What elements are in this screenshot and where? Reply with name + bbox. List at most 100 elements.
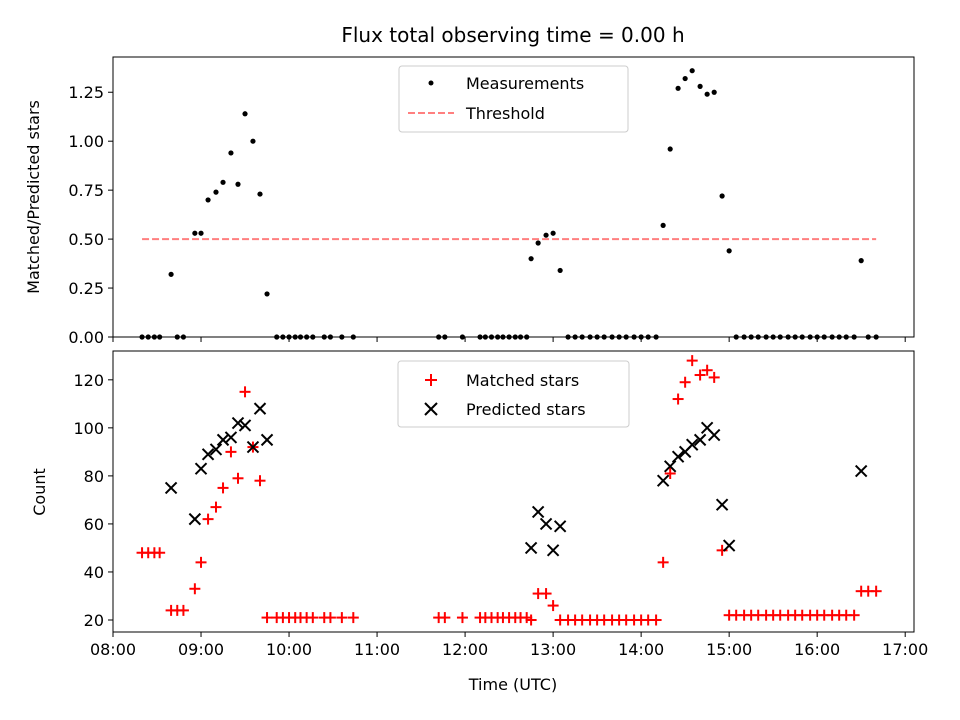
bottom-x-ticks: 08:00 09:00 10:00 11:00 12:00 13:00 14:00 15:00… — [90, 632, 928, 659]
matched-stars-point — [664, 467, 676, 479]
bottom-y-tick-label: 40 — [84, 563, 104, 582]
predicted-stars-point — [553, 520, 567, 533]
legend-marker-measurements — [428, 80, 434, 86]
measurements-point — [235, 181, 241, 187]
bottom-y-tick-label: 100 — [73, 419, 104, 438]
matched-stars-point — [650, 614, 662, 626]
predicted-stars-point — [693, 433, 707, 447]
bottom-x-tick-label: 09:00 — [178, 640, 224, 659]
predicted-stars-point — [685, 438, 699, 451]
predicted-stars-point — [246, 440, 260, 454]
bottom-panel: 08:00 09:00 10:00 11:00 12:00 13:00 14:00 15:00… — [30, 350, 928, 694]
legend-label-matched-stars: Matched stars — [466, 371, 579, 390]
measurements-point — [557, 267, 563, 274]
matched-stars-point — [456, 612, 468, 624]
measurements-point — [528, 256, 534, 262]
bottom-x-tick-label: 14:00 — [618, 640, 664, 659]
legend-marker-matched-stars — [425, 374, 437, 386]
legend-label-measurements: Measurements — [466, 74, 584, 93]
bottom-plot-area — [136, 355, 882, 626]
matched-stars-point — [694, 369, 706, 381]
measurements-point — [550, 230, 556, 236]
top-y-tick-label: 1.25 — [68, 83, 104, 102]
matched-stars-point — [189, 583, 201, 595]
measurements-point — [858, 258, 864, 264]
bottom-x-axis-label: Time (UTC) — [468, 675, 557, 694]
matched-stars-point — [210, 501, 222, 513]
predicted-stars-point — [539, 517, 553, 531]
bottom-x-tick-label: 15:00 — [706, 640, 752, 659]
bottom-y-tick-label: 60 — [84, 515, 104, 534]
matched-stars-point — [239, 386, 251, 398]
legend-marker-predicted-stars — [424, 402, 438, 416]
matched-stars-point — [547, 600, 559, 612]
measurements-point — [250, 138, 256, 144]
predicted-stars-point — [715, 498, 729, 511]
bottom-legend: Matched stars Predicted stars — [397, 360, 630, 428]
measurements-point — [726, 248, 732, 254]
bottom-x-tick-label: 13:00 — [530, 640, 576, 659]
top-legend: Measurements Threshold — [398, 65, 629, 133]
top-axes-frame — [112, 56, 915, 338]
predicted-stars-point — [231, 416, 245, 430]
bottom-y-tick-label: 20 — [84, 611, 104, 630]
measurements-point — [675, 85, 681, 91]
measurements-point — [689, 68, 695, 74]
matched-stars-point — [154, 547, 166, 559]
bottom-x-tick-label: 16:00 — [794, 640, 840, 659]
measurements-point — [543, 232, 549, 238]
bottom-legend-box — [397, 360, 630, 428]
measurements-point — [198, 230, 204, 236]
matched-stars-point — [324, 612, 336, 624]
matched-stars-point — [679, 376, 691, 388]
matched-stars-point — [336, 612, 348, 624]
predicted-stars-point — [209, 443, 223, 456]
matched-stars-point — [177, 604, 189, 616]
predicted-stars-point — [707, 428, 721, 442]
matched-stars-point — [307, 612, 319, 624]
predicted-stars-point — [164, 481, 178, 495]
predicted-stars-point — [260, 433, 274, 447]
matched-stars-point — [657, 556, 669, 568]
bottom-y-tick-label: 120 — [73, 371, 104, 390]
bottom-y-tick-label: 80 — [84, 467, 104, 486]
top-y-tick-label: 0.00 — [68, 328, 104, 347]
matched-stars-point — [261, 612, 273, 624]
matched-stars-point — [672, 393, 684, 405]
predicted-stars-point — [546, 544, 560, 557]
matched-stars-point — [701, 364, 713, 376]
predicted-stars-point — [531, 505, 545, 519]
bottom-x-tick-label: 10:00 — [266, 640, 312, 659]
bottom-y-axis-label: Count — [30, 468, 49, 516]
predicted-stars-point — [224, 431, 238, 444]
top-y-tick-label: 0.75 — [68, 181, 104, 200]
predicted-stars-point — [238, 419, 252, 432]
matched-stars-point — [540, 588, 552, 600]
top-panel: 0.00 0.25 0.50 0.75 1.00 1.25 Matched/Predict… — [24, 56, 915, 347]
predicted-stars-point — [253, 402, 267, 415]
bottom-x-tick-label: 12:00 — [442, 640, 488, 659]
matched-stars-point — [525, 614, 537, 626]
measurements-point — [228, 150, 234, 156]
measurements-point — [192, 230, 198, 236]
measurements-point — [660, 222, 666, 228]
measurements-point — [697, 83, 703, 89]
matched-stars-point — [254, 475, 266, 487]
matched-stars-point — [708, 371, 720, 383]
measurements-point — [242, 111, 248, 117]
measurements-point — [719, 193, 725, 199]
top-y-axis-label: Matched/Predicted stars — [24, 100, 43, 294]
bottom-x-tick-label: 11:00 — [354, 640, 400, 659]
matched-stars-point — [686, 355, 698, 367]
top-y-tick-label: 1.00 — [68, 132, 104, 151]
top-legend-box — [398, 65, 629, 133]
measurements-point — [213, 189, 219, 195]
matched-stars-point — [225, 446, 237, 458]
bottom-x-tick-label: 08:00 — [90, 640, 136, 659]
measurements-point — [257, 191, 263, 197]
matched-stars-point — [439, 612, 451, 624]
top-y-tick-label: 0.25 — [68, 279, 104, 298]
top-y-ticks: 0.00 0.25 0.50 0.75 1.00 1.25 — [68, 83, 113, 347]
measurements-point — [682, 75, 688, 82]
